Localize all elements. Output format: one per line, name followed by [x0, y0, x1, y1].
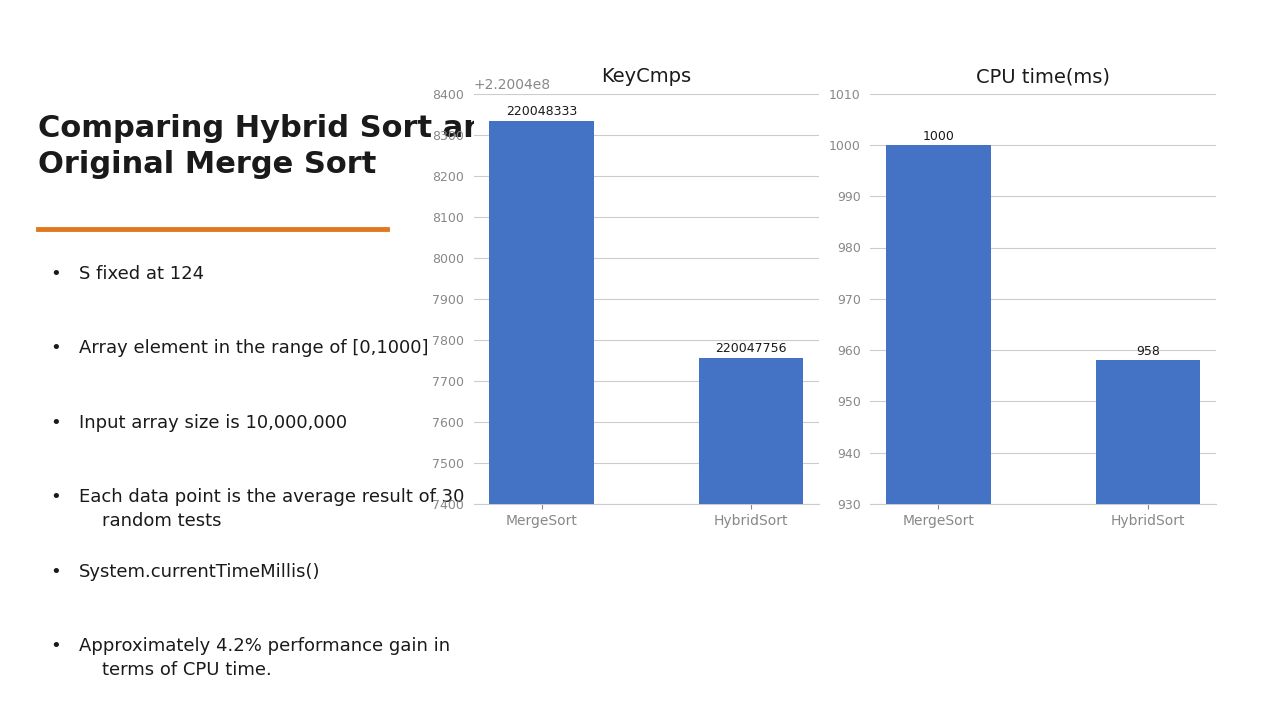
Text: Input array size is 10,000,000: Input array size is 10,000,000: [79, 414, 347, 432]
Text: •: •: [51, 637, 61, 655]
Text: S fixed at 124: S fixed at 124: [79, 265, 205, 283]
Bar: [489, 121, 594, 720]
Title: CPU time(ms): CPU time(ms): [977, 68, 1110, 86]
Text: Comparing Hybrid Sort and the
Original Merge Sort: Comparing Hybrid Sort and the Original M…: [38, 114, 575, 179]
Text: Each data point is the average result of 30
    random tests: Each data point is the average result of…: [79, 488, 465, 530]
Text: •: •: [51, 265, 61, 283]
Text: •: •: [51, 563, 61, 581]
Text: •: •: [51, 339, 61, 357]
Text: System.currentTimeMillis(): System.currentTimeMillis(): [79, 563, 321, 581]
Title: KeyCmps: KeyCmps: [602, 68, 691, 86]
Text: Array element in the range of [0,1000]: Array element in the range of [0,1000]: [79, 339, 429, 357]
Text: •: •: [51, 414, 61, 432]
Text: 958: 958: [1135, 346, 1160, 359]
Bar: [1096, 360, 1201, 720]
Text: Average keyCmp for MergeSort: 220048333
Average CPU Time for MergeSort: 1000ms

: Average keyCmp for MergeSort: 220048333 …: [490, 551, 840, 654]
Text: 220048333: 220048333: [506, 105, 577, 118]
Bar: [699, 358, 804, 720]
Text: 220047756: 220047756: [716, 341, 787, 355]
Text: Approximately 4.2% performance gain in
    terms of CPU time.: Approximately 4.2% performance gain in t…: [79, 637, 451, 679]
Bar: [886, 145, 991, 720]
Text: 1000: 1000: [923, 130, 955, 143]
Text: •: •: [51, 488, 61, 506]
